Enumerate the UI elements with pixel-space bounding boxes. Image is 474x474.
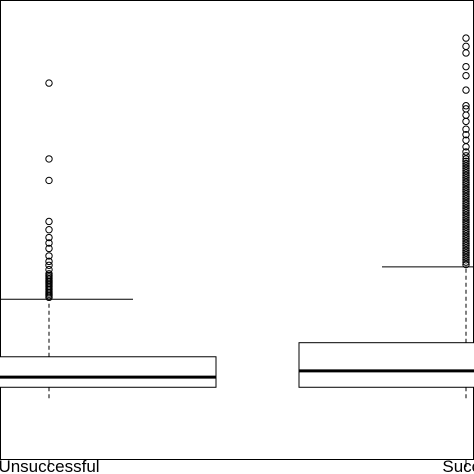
- outlier-point: [462, 237, 470, 245]
- outlier-point: [462, 230, 470, 238]
- outlier-point: [462, 148, 470, 156]
- outlier-point: [462, 86, 470, 94]
- outlier-point: [462, 125, 470, 133]
- outlier-point: [462, 242, 470, 250]
- boxes-layer: [0, 34, 474, 399]
- outlier-point: [462, 169, 470, 177]
- outlier-point: [45, 233, 53, 242]
- outlier-point: [462, 190, 470, 198]
- outlier-point: [462, 223, 470, 231]
- outlier-point: [462, 105, 470, 113]
- outlier-point: [462, 162, 470, 170]
- outlier-point: [462, 71, 470, 80]
- outlier-point: [45, 270, 53, 278]
- outlier-point: [462, 216, 470, 224]
- outlier-point: [462, 199, 470, 208]
- outlier-point: [462, 213, 470, 222]
- outlier-point: [45, 252, 53, 260]
- outlier-point: [462, 176, 470, 184]
- outlier-point: [462, 206, 470, 215]
- outlier-point: [462, 253, 470, 262]
- outlier-point: [45, 239, 53, 247]
- outlier-point: [462, 173, 470, 182]
- outlier-point: [462, 188, 470, 196]
- outlier-point: [462, 195, 470, 203]
- outlier-point: [462, 204, 470, 212]
- outlier-point: [462, 260, 470, 269]
- outlier-point: [462, 164, 470, 173]
- outlier-point: [462, 258, 470, 266]
- outlier-point: [45, 244, 53, 253]
- box-group-0: [0, 79, 217, 399]
- x-axis: Unsuccessful Succe: [0, 457, 474, 474]
- outlier-point: [462, 246, 470, 255]
- outlier-point: [462, 249, 470, 257]
- outlier-point: [462, 157, 470, 165]
- outlier-point: [462, 171, 470, 180]
- outlier-point: [462, 102, 470, 110]
- outlier-point: [462, 220, 470, 229]
- outlier-point: [462, 227, 470, 236]
- outlier-point: [45, 155, 53, 163]
- outlier-point: [462, 166, 470, 175]
- outlier-point: [462, 34, 470, 42]
- outlier-point: [462, 202, 470, 210]
- outlier-point: [462, 152, 470, 160]
- outlier-point: [462, 159, 470, 168]
- outlier-point: [462, 155, 470, 163]
- outlier-point: [462, 218, 470, 226]
- outlier-point: [462, 225, 470, 234]
- iqr-box: [0, 356, 217, 388]
- outlier-point: [462, 185, 470, 194]
- outlier-point: [462, 192, 470, 201]
- x-tick-label: Succe: [442, 457, 474, 474]
- outlier-point: [462, 239, 470, 248]
- outlier-point: [462, 62, 470, 71]
- outlier-point: [45, 217, 53, 226]
- outlier-point: [462, 251, 470, 259]
- outlier-point: [462, 42, 470, 51]
- outlier-point: [45, 257, 53, 266]
- outlier-point: [462, 211, 470, 219]
- outlier-point: [462, 209, 470, 217]
- outlier-point: [462, 130, 470, 139]
- box-group-1: [298, 34, 474, 399]
- x-tick-label: Unsuccessful: [0, 457, 100, 474]
- outlier-point: [462, 197, 470, 205]
- outlier-point: [462, 136, 470, 144]
- outlier-point: [462, 111, 470, 119]
- outlier-point: [462, 244, 470, 252]
- plot-frame: [0, 0, 474, 460]
- outlier-point: [462, 181, 470, 189]
- outlier-point: [45, 261, 53, 269]
- outlier-point: [462, 183, 470, 191]
- outlier-point: [45, 79, 53, 87]
- outlier-point: [462, 178, 470, 187]
- outlier-point: [462, 49, 470, 57]
- outlier-point: [462, 232, 470, 241]
- outlier-point: [45, 265, 53, 274]
- outlier-point: [462, 234, 470, 243]
- outlier-point: [462, 256, 470, 264]
- outlier-point: [462, 117, 470, 126]
- outlier-point: [45, 225, 53, 234]
- outlier-point: [45, 176, 53, 185]
- iqr-box: [298, 342, 474, 388]
